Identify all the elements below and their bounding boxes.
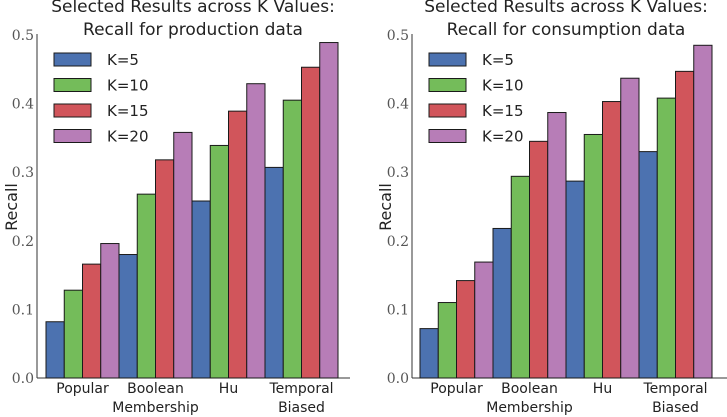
bar-k15-hu [228, 110, 248, 379]
x-tick-label: Boolean [501, 381, 558, 397]
legend: K=5 K=10 K=15 K=20 [53, 51, 149, 146]
bar-k20-boolean [173, 131, 193, 379]
y-axis-label: Recall [376, 183, 395, 231]
x-tick-label: Biased [278, 400, 325, 416]
y-tick-label: 0.1 [12, 302, 34, 318]
bar-k10-popular [437, 302, 457, 379]
bar-k20-hu [246, 83, 266, 379]
y-tick-label: 0.0 [387, 371, 409, 387]
bar-k10-boolean [510, 175, 530, 379]
bar-k20-hu [620, 77, 640, 379]
y-tick-label: 0.4 [387, 97, 409, 113]
legend-swatch [428, 129, 467, 143]
legend-label: K=20 [482, 128, 524, 146]
bar-k20-popular [474, 261, 494, 379]
x-tick-label: Temporal [268, 381, 333, 397]
x-tick-label: Biased [652, 400, 699, 416]
y-tick-label: 0.0 [12, 371, 34, 387]
y-tick-label: 0.5 [12, 28, 34, 44]
legend-swatch [53, 52, 92, 67]
bar-k15-boolean [529, 140, 549, 379]
x-tick-label: Temporal [642, 381, 707, 397]
x-tick-label: Hu [593, 381, 612, 397]
x-tick-label: Membership [486, 400, 573, 416]
chart-title: Selected Results across K Values: [51, 0, 335, 17]
chart-title: Recall for consumption data [447, 20, 686, 40]
legend-swatch [53, 129, 92, 143]
y-axis-label: Recall [2, 183, 21, 231]
y-tick-label: 0.5 [387, 28, 409, 44]
bar-k15-popular [456, 280, 476, 379]
bar-k20-boolean [547, 112, 567, 379]
chart-panel-2: Selected Results across K Values: Recall … [376, 0, 727, 416]
legend-label: K=10 [482, 77, 524, 95]
bar-k10-temporal [282, 99, 302, 379]
bar-k20-temporal [319, 42, 339, 379]
bar-k15-hu [602, 101, 622, 379]
bar-k10-boolean [136, 193, 156, 379]
y-tick-label: 0.4 [12, 97, 34, 113]
x-tick-label: Popular [56, 381, 109, 397]
y-tick-label: 0.3 [387, 165, 409, 181]
y-tick-label: 0.3 [12, 165, 34, 181]
bar-k5-boolean [118, 254, 138, 379]
bar-k20-popular [100, 243, 120, 379]
bar-k10-hu [209, 144, 229, 379]
x-tick-label: Popular [430, 381, 483, 397]
bar-k15-popular [82, 263, 102, 379]
y-tick-label: 0.2 [387, 234, 409, 250]
chart-title: Recall for production data [83, 20, 303, 40]
bar-k15-temporal [675, 70, 695, 379]
y-tick-label: 0.1 [387, 302, 409, 318]
bar-k5-hu [191, 200, 211, 379]
x-tick-label: Hu [219, 381, 238, 397]
y-tick-label: 0.2 [12, 234, 34, 250]
legend-label: K=5 [482, 51, 514, 69]
x-tick-label: Membership [112, 400, 199, 416]
chart-panel-1: Selected Results across K Values: Recall … [2, 0, 350, 416]
legend-label: K=5 [107, 51, 139, 69]
bar-k5-popular [45, 321, 65, 379]
legend-label: K=15 [107, 102, 149, 120]
legend-swatch [428, 103, 467, 118]
legend-swatch [53, 103, 92, 118]
bar-k15-temporal [301, 66, 321, 379]
legend-swatch [428, 78, 467, 92]
bar-k20-temporal [693, 44, 713, 379]
bar-k10-hu [583, 133, 603, 379]
chart-title: Selected Results across K Values: [424, 0, 708, 17]
legend-label: K=20 [107, 128, 149, 146]
bar-k5-temporal [638, 151, 658, 379]
bar-k5-boolean [492, 227, 512, 379]
bar-k10-popular [63, 289, 83, 379]
bar-k5-popular [419, 328, 439, 379]
bar-k5-hu [565, 180, 585, 379]
legend-label: K=10 [107, 77, 149, 95]
legend-label: K=15 [482, 102, 524, 120]
legend-swatch [428, 52, 467, 67]
legend: K=5 K=10 K=15 K=20 [428, 51, 524, 146]
legend-swatch [53, 78, 92, 92]
bar-k15-boolean [155, 159, 175, 379]
x-tick-label: Boolean [127, 381, 184, 397]
bar-k10-temporal [656, 97, 676, 379]
bar-k5-temporal [264, 166, 284, 379]
